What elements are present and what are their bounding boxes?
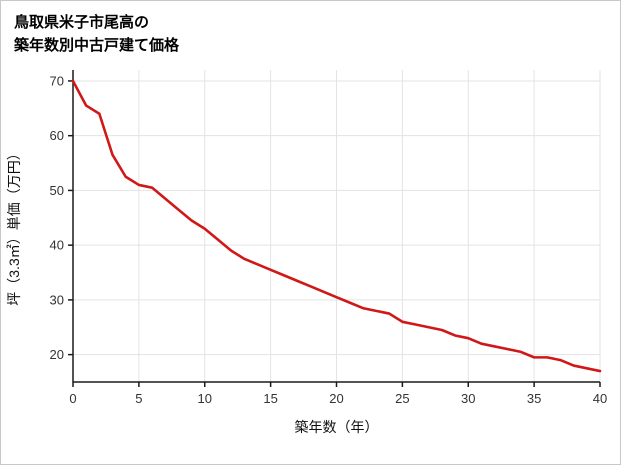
y-tick-label: 70 xyxy=(50,73,64,88)
x-tick-label: 10 xyxy=(198,391,212,406)
chart-title-line2: 築年数別中古戸建て価格 xyxy=(14,37,180,55)
chart-title: 鳥取県米子市尾高の 築年数別中古戸建て価格 xyxy=(1,1,620,58)
x-tick-label: 35 xyxy=(527,391,541,406)
y-tick-label: 50 xyxy=(50,182,64,197)
x-tick-label: 15 xyxy=(263,391,277,406)
x-tick-label: 40 xyxy=(593,391,607,406)
y-tick-label: 40 xyxy=(50,237,64,252)
y-axis-label: 坪（3.3㎡）単価（万円） xyxy=(6,146,22,305)
x-axis-label: 築年数（年） xyxy=(295,419,379,435)
x-tick-label: 0 xyxy=(69,391,76,406)
x-tick-label: 25 xyxy=(395,391,409,406)
y-tick-label: 30 xyxy=(50,292,64,307)
chart-svg: 20 30 40 50 60 70 0 5 10 15 20 25 30 35 40 築年数（年） 坪（3.3㎡… xyxy=(6,69,607,435)
x-tick-label: 30 xyxy=(461,391,475,406)
price-line-series xyxy=(71,79,602,372)
chart-title-line1: 鳥取県米子市尾高の xyxy=(14,14,150,31)
x-tick-label: 20 xyxy=(329,391,343,406)
y-tick-label: 20 xyxy=(50,347,64,362)
chart-area: 20 30 40 50 60 70 0 5 10 15 20 25 30 35 40 築年数（年） 坪（3.3㎡… xyxy=(1,60,620,447)
x-tick-label: 5 xyxy=(135,391,142,406)
y-tick-label: 60 xyxy=(50,128,64,143)
